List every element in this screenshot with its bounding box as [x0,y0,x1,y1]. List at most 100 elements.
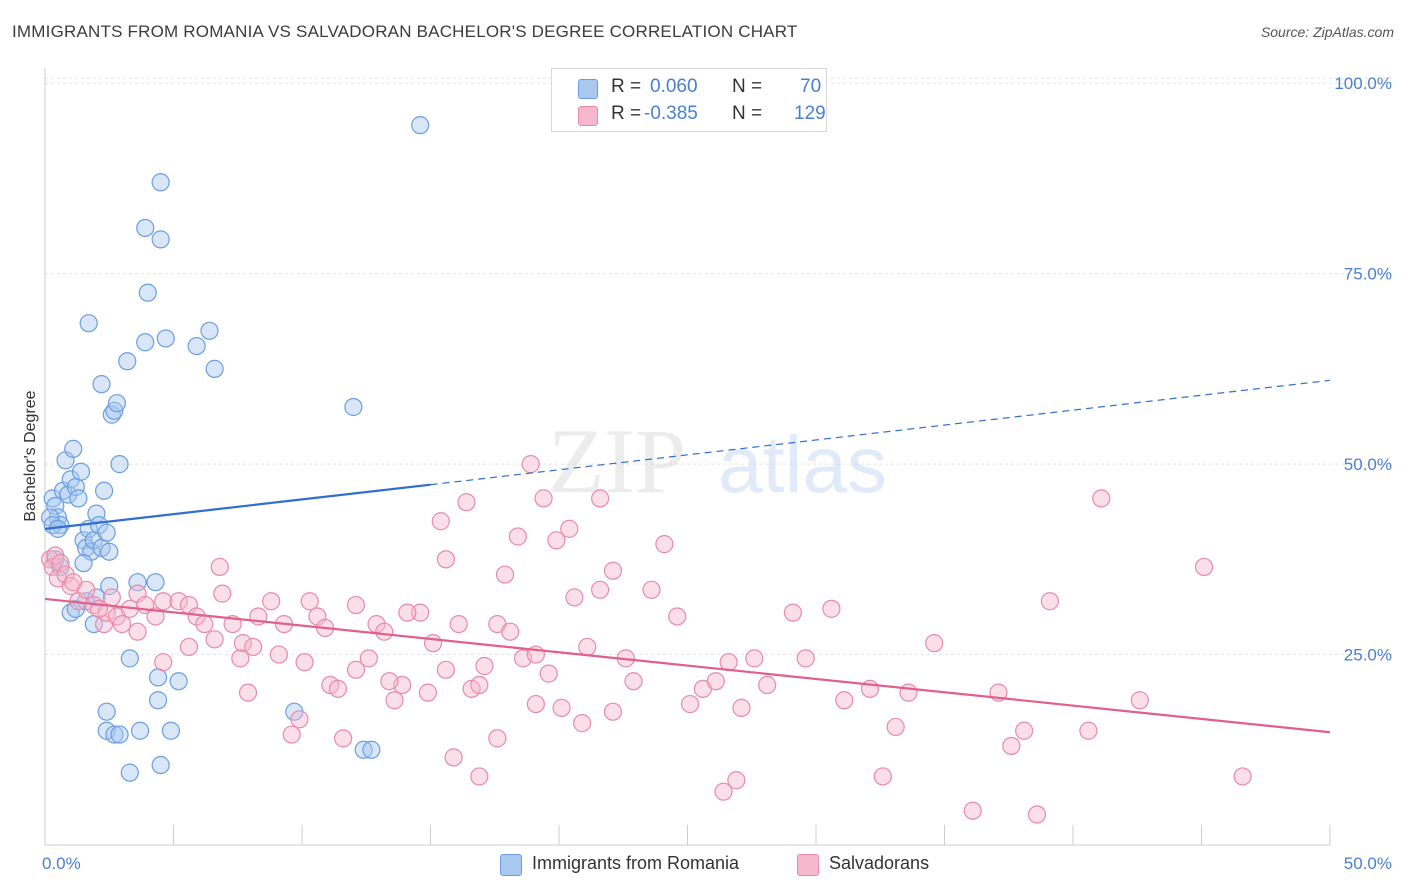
data-point [89,515,109,535]
data-point [1015,721,1034,740]
tick-labels: 25.0% 50.0% 75.0% 100.0% 0.0% 50.0% [42,74,1392,873]
data-point [71,462,91,481]
data-point [120,649,139,668]
data-point [591,580,610,599]
data-point [295,653,314,672]
data-point [508,527,527,546]
data-point [112,614,132,634]
data-point [151,173,170,192]
data-point [107,394,127,413]
data-point [470,767,489,786]
y-tick-label: 100.0% [1334,74,1392,93]
legend-n-value: 129 [794,103,826,124]
y-tick-label: 50.0% [1344,455,1392,474]
data-point [213,584,232,603]
data-point [110,725,129,744]
data-point [706,672,725,691]
data-point [136,218,155,238]
bottom-legend-label: Immigrants from Romania [532,853,740,873]
data-point [195,614,214,634]
data-point [148,691,168,710]
data-point [233,634,252,653]
data-point [624,672,643,691]
data-point [290,710,309,729]
data-point [475,656,494,676]
data-point [526,694,545,714]
data-point [603,702,623,721]
data-point [346,660,366,679]
legend-n-label: N = [732,103,763,124]
data-point [375,622,394,641]
bottom-legend-swatch-pink [797,854,819,876]
data-point [1092,489,1111,508]
data-point [385,691,404,710]
gridlines [45,77,1395,656]
data-point [495,565,515,584]
data-point [148,668,168,687]
data-point [796,649,815,668]
data-point [745,649,764,668]
data-point [334,729,353,748]
data-point [269,645,288,664]
legend-r-label: R = [611,76,642,97]
series-romania-points [41,116,430,782]
data-point [521,455,540,474]
data-point [603,561,623,580]
data-point [560,519,579,538]
data-point [578,637,597,657]
data-point [457,493,476,512]
chart-title: IMMIGRANTS FROM ROMANIA VS SALVADORAN BA… [12,22,798,41]
data-point [92,375,111,394]
watermark-zip: ZIP [548,410,686,512]
data-point [282,725,301,744]
data-point [591,489,610,508]
data-point [1002,736,1021,756]
data-point [231,649,250,668]
series-salvadorans-points [41,455,1252,824]
source-credit: Source: ZipAtlas.com [1260,24,1394,40]
data-point [151,230,170,249]
x-tick-label: 50.0% [1344,854,1392,873]
data-point [146,573,165,592]
data-point [328,679,348,698]
data-point [501,622,520,641]
data-point [262,592,281,611]
bottom-legend-label: Salvadorans [829,853,930,873]
data-point [187,336,206,356]
data-point [719,653,738,672]
data-point [136,333,155,352]
data-point [552,698,571,717]
trendline-extension-blue [430,379,1331,486]
data-point [51,554,70,573]
data-point [488,729,507,748]
data-point [534,489,553,508]
data-point [97,702,116,721]
legend-swatch-blue [578,79,598,99]
data-point [354,740,373,759]
data-point [835,691,854,710]
data-point [169,672,188,691]
correlation-legend: R = 0.060 N = 70 R = -0.385 N = 129 [551,68,827,132]
data-point [69,489,88,508]
data-point [130,721,150,740]
data-point [100,542,119,561]
legend-r-value: 0.060 [650,76,698,97]
data-point [244,637,263,657]
watermark-atlas: atlas [718,420,887,509]
data-point [344,397,363,417]
data-point [179,637,199,657]
data-point [362,740,381,759]
data-point [547,531,566,550]
data-point [95,481,114,500]
bottom-legend-swatch-blue [500,854,522,876]
data-point [1233,767,1252,786]
data-point [436,550,456,569]
data-point [573,714,592,733]
data-point [118,352,137,371]
data-point [205,359,224,378]
data-point [1027,805,1047,824]
data-point [449,614,468,634]
data-point [444,748,463,767]
data-point [380,672,399,691]
data-point [1130,691,1149,710]
